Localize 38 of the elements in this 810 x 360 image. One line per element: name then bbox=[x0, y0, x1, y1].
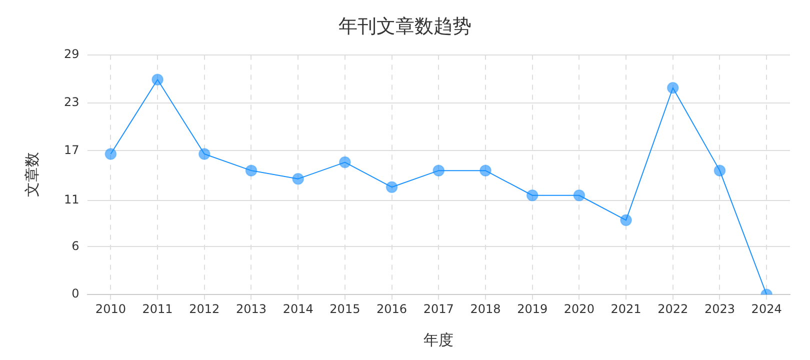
x-tick-label: 2022 bbox=[658, 302, 688, 316]
point bbox=[338, 156, 351, 168]
x-tick-label: 2018 bbox=[470, 302, 501, 316]
point bbox=[292, 172, 304, 185]
point bbox=[573, 189, 586, 202]
x-tick-label: 2015 bbox=[330, 302, 360, 316]
point bbox=[479, 164, 492, 177]
point bbox=[198, 148, 210, 160]
y-tick-label: 0 bbox=[72, 286, 80, 301]
x-axis-title: 年度 bbox=[424, 330, 454, 349]
x-tick-label: 2013 bbox=[236, 302, 267, 316]
y-tick-label: 6 bbox=[72, 238, 80, 253]
y-tick-label: 11 bbox=[64, 192, 80, 206]
y-tick-label: 23 bbox=[64, 94, 80, 109]
point bbox=[104, 148, 117, 160]
x-tick-label: 2010 bbox=[95, 302, 126, 316]
point bbox=[714, 164, 726, 177]
point bbox=[666, 82, 679, 94]
point bbox=[526, 189, 538, 202]
x-tick-label: 2012 bbox=[189, 302, 220, 316]
x-tick-label: 2024 bbox=[751, 302, 782, 316]
y-tick-label: 17 bbox=[64, 142, 80, 157]
x-tick-label: 2017 bbox=[423, 302, 454, 316]
x-tick-label: 2011 bbox=[142, 302, 173, 316]
chart-title: 年刊文章数趋势 bbox=[338, 15, 472, 38]
point bbox=[432, 164, 445, 177]
point bbox=[620, 214, 632, 226]
y-axis-title: 文章数 bbox=[22, 152, 41, 198]
x-tick-label: 2020 bbox=[564, 302, 594, 316]
point bbox=[386, 181, 398, 194]
point bbox=[152, 74, 164, 86]
y-tick-label: 29 bbox=[64, 46, 80, 61]
x-tick-label: 2021 bbox=[610, 302, 642, 316]
point bbox=[245, 164, 258, 177]
x-tick-label: 2019 bbox=[517, 302, 548, 316]
x-tick-label: 2014 bbox=[282, 302, 314, 316]
x-tick-label: 2016 bbox=[376, 302, 408, 316]
x-tick-label: 2023 bbox=[704, 302, 735, 316]
